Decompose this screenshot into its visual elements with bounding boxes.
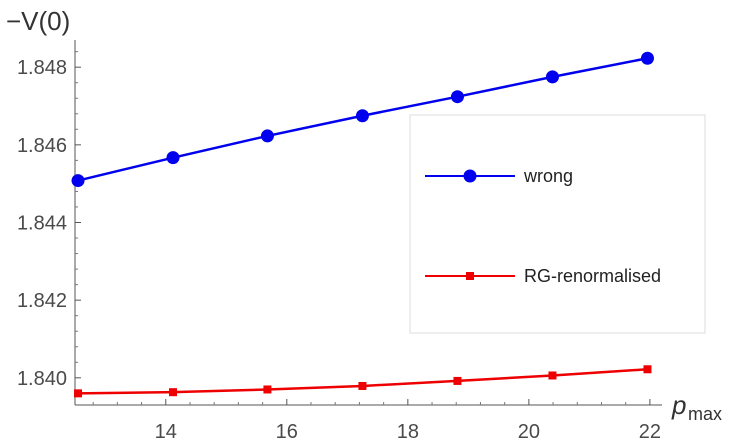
y-tick-label: 1.840 bbox=[17, 368, 67, 390]
plot-area: 14 16 18 20 22 1.840 1.842 1.844 1.846 1.848 bbox=[17, 40, 662, 442]
point-rg-renormalised bbox=[453, 376, 462, 385]
point-wrong bbox=[450, 90, 464, 104]
point-rg-renormalised bbox=[548, 371, 557, 380]
legend-item-rg-renormalised: RG-renormalised bbox=[425, 266, 661, 286]
x-tick-label: 18 bbox=[397, 421, 419, 442]
legend-item-wrong: wrong bbox=[425, 166, 573, 186]
y-tick-label: 1.848 bbox=[17, 57, 67, 79]
point-rg-renormalised bbox=[74, 389, 83, 398]
y-tick-label: 1.844 bbox=[17, 213, 67, 235]
point-wrong bbox=[355, 109, 369, 123]
x-tick-label: 22 bbox=[639, 421, 661, 442]
point-wrong bbox=[71, 174, 85, 188]
legend-label-rg-renormalised: RG-renormalised bbox=[524, 266, 661, 286]
y-tick-label: 1.846 bbox=[17, 135, 67, 157]
x-axis-title-main: p bbox=[671, 390, 686, 420]
legend-marker-rg-renormalised bbox=[466, 272, 474, 280]
y-ticks: 1.840 1.842 1.844 1.846 1.848 bbox=[17, 51, 81, 394]
legend-label-wrong: wrong bbox=[523, 166, 573, 186]
legend-marker-wrong bbox=[463, 169, 477, 183]
point-rg-renormalised bbox=[358, 381, 367, 390]
x-axis-title-sub: max bbox=[688, 404, 722, 424]
point-wrong bbox=[545, 70, 559, 84]
series-layer bbox=[71, 51, 654, 398]
x-tick-label: 20 bbox=[518, 421, 540, 442]
point-rg-renormalised bbox=[263, 385, 272, 394]
point-rg-renormalised bbox=[643, 365, 652, 374]
point-wrong bbox=[640, 51, 654, 65]
legend-box bbox=[409, 114, 706, 334]
point-wrong bbox=[166, 151, 180, 165]
x-ticks: 14 16 18 20 22 bbox=[92, 399, 661, 442]
x-tick-label: 16 bbox=[276, 421, 298, 442]
x-tick-label: 14 bbox=[155, 421, 177, 442]
legend: wrong RG-renormalised bbox=[409, 114, 706, 334]
point-wrong bbox=[260, 129, 274, 143]
point-rg-renormalised bbox=[169, 388, 178, 397]
x-axis-title: p max bbox=[671, 390, 722, 424]
y-tick-label: 1.842 bbox=[17, 290, 67, 312]
y-axis-title: −V(0) bbox=[6, 6, 70, 36]
